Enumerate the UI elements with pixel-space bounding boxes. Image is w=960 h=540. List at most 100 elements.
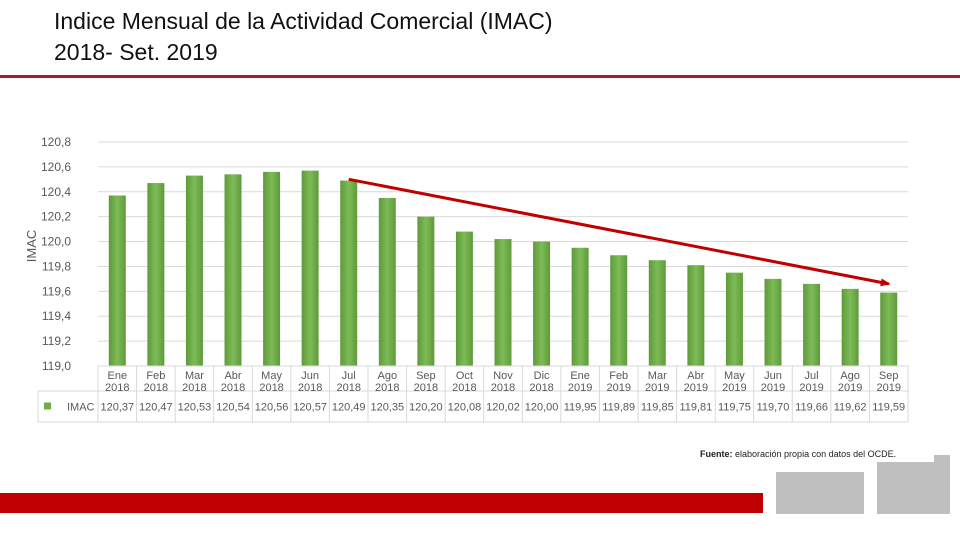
data-table-value: 119,89 [602,402,635,414]
x-tick-label-year: 2019 [799,382,823,394]
x-tick-label-month: Feb [609,370,628,382]
y-axis-label: IMAC [24,230,39,263]
bar-imac [803,283,821,366]
data-table-value: 120,35 [370,402,404,414]
x-tick-label-year: 2019 [876,382,900,394]
x-tick-label-month: Jul [805,370,819,382]
x-tick-label-year: 2018 [259,382,283,394]
bar-imac [610,255,628,366]
bar-imac [340,180,358,366]
data-table-value: 119,85 [641,402,674,414]
x-tick-label-year: 2019 [838,382,862,394]
x-tick-label-month: May [724,370,745,382]
y-tick-label: 120,8 [41,135,71,149]
x-tick-label-month: Jul [342,370,356,382]
x-tick-label-month: May [261,370,282,382]
footer-gray-box-right [877,462,950,514]
x-tick-label-month: Nov [493,370,513,382]
bar-imac [185,175,203,366]
data-table-value: 120,02 [486,402,520,414]
data-table-value: 120,57 [293,402,327,414]
x-tick-label-month: Jun [764,370,782,382]
x-tick-label-month: Jun [301,370,319,382]
bar-imac [494,239,512,366]
x-tick-label-year: 2018 [105,382,129,394]
data-table-value: 120,56 [255,402,289,414]
data-table-value: 119,70 [757,402,790,414]
bar-imac [648,260,666,366]
x-tick-label-year: 2018 [529,382,553,394]
x-tick-label-month: Feb [146,370,165,382]
title-line-1: Indice Mensual de la Actividad Comercial… [54,8,553,34]
x-tick-label-month: Dic [534,370,550,382]
x-tick-label-year: 2018 [298,382,322,394]
imac-bar-chart: 119,0 119,2 119,4 119,6 119,8 120,0 120,2 120,4… [24,135,909,423]
bar-imac [147,183,165,366]
x-tick-label-year: 2019 [761,382,785,394]
data-table-value: 120,49 [332,402,366,414]
data-table-value: 119,66 [795,402,828,414]
x-tick-label-year: 2018 [452,382,476,394]
bar-imac [841,288,859,366]
x-tick-label-month: Oct [456,370,473,382]
data-table-value: 120,08 [448,402,482,414]
x-tick-label-year: 2018 [182,382,206,394]
x-tick-label-month: Ene [570,370,590,382]
data-table-value: 120,37 [100,402,134,414]
bar-imac [880,292,898,366]
bar-imac [263,171,281,366]
bar-imac [108,195,126,366]
x-tick-label-year: 2018 [375,382,399,394]
x-tick-label-year: 2019 [722,382,746,394]
x-tick-label-month: Ago [840,370,860,382]
y-tick-label: 119,4 [42,309,71,323]
trend-arrow [348,177,891,287]
x-tick-label-month: Mar [185,370,204,382]
x-tick-label-month: Ene [107,370,127,382]
x-tick-label-year: 2018 [144,382,168,394]
footer-gray-box-left [776,472,864,514]
data-table-value: 119,59 [872,402,905,414]
x-tick-label-year: 2018 [221,382,245,394]
bar-imac [301,170,319,366]
data-table-value: 120,54 [216,402,250,414]
data-table-value: 120,20 [409,402,443,414]
y-tick-label: 120,0 [41,235,71,249]
data-table-value: 120,00 [525,402,559,414]
title-block: Indice Mensual de la Actividad Comercial… [54,6,553,68]
y-tick-label: 120,6 [41,160,71,174]
y-tick-label: 119,8 [42,259,71,273]
x-tick-label-month: Ago [377,370,397,382]
x-tick-label-year: 2019 [684,382,708,394]
bar-imac [417,216,435,366]
data-table-value: 119,62 [834,402,867,414]
x-tick-label-year: 2018 [491,382,515,394]
footer-gray-box-tab [934,455,950,463]
x-tick-label-year: 2018 [414,382,438,394]
bar-imac [725,272,743,366]
footer-red-band [0,493,763,513]
bar-imac [224,174,242,366]
y-tick-label: 120,4 [41,185,71,199]
data-table-value: 119,95 [564,402,597,414]
title-divider [0,75,960,78]
bar-imac [455,231,473,366]
bar-imac [571,247,589,366]
bar-imac [764,278,782,366]
data-table-value: 120,53 [178,402,212,414]
x-tick-label-year: 2019 [606,382,630,394]
y-tick-label: 119,6 [42,284,71,298]
x-tick-label-month: Abr [687,370,704,382]
x-tick-label-year: 2018 [336,382,360,394]
source-text: elaboración propia con datos del OCDE. [735,449,897,459]
bar-imac [687,265,705,366]
bar-imac [533,241,551,366]
y-tick-label: 120,2 [41,210,71,224]
x-tick-label-month: Mar [648,370,667,382]
x-tick-label-month: Sep [879,370,899,382]
x-tick-label-month: Sep [416,370,436,382]
data-table-value: 120,47 [139,402,173,414]
legend-key-imac [44,402,51,410]
data-table-value: 119,75 [718,402,751,414]
x-tick-label-year: 2019 [645,382,669,394]
